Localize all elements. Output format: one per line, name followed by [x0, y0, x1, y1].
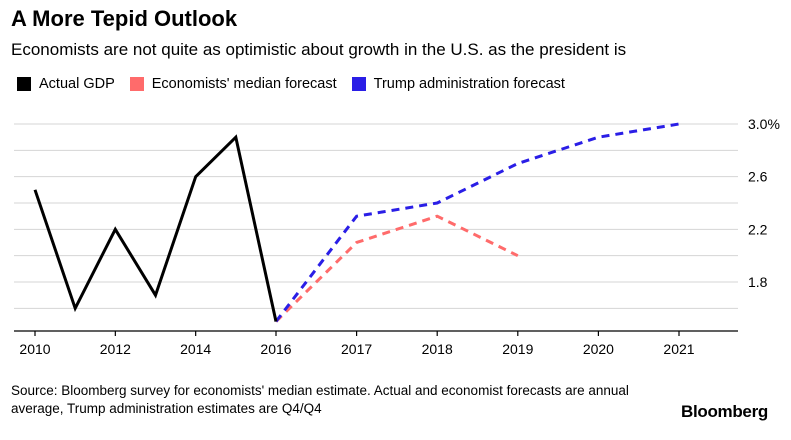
x-tick-label: 2010	[19, 341, 50, 357]
legend-label-economists-forecast: Economists' median forecast	[151, 76, 337, 92]
x-tick-label: 2019	[502, 341, 533, 357]
legend-item-trump-forecast: Trump administration forecast	[351, 76, 565, 92]
x-tick-label: 2018	[422, 341, 453, 357]
legend-label-trump-forecast: Trump administration forecast	[373, 76, 565, 92]
y-tick-label: 3.0%	[748, 116, 780, 132]
x-tick-label: 2016	[260, 341, 291, 357]
legend-swatch-actual-gdp	[17, 77, 31, 91]
x-tick-label: 2017	[341, 341, 372, 357]
x-tick-label: 2014	[180, 341, 211, 357]
source-note: Source: Bloomberg survey for economists'…	[11, 383, 629, 416]
x-tick-label: 2012	[100, 341, 131, 357]
y-tick-label: 2.6	[748, 169, 768, 185]
x-tick-label: 2021	[663, 341, 694, 357]
legend-item-economists-forecast: Economists' median forecast	[129, 76, 337, 92]
x-tick-label: 2020	[583, 341, 614, 357]
legend-swatch-trump-forecast	[351, 77, 366, 91]
legend-label-actual-gdp: Actual GDP	[39, 76, 115, 92]
chart-legend: Actual GDP Economists' median forecast T…	[17, 76, 580, 92]
chart-title: A More Tepid Outlook	[11, 6, 238, 31]
series-line-economists-forecast	[274, 214, 519, 323]
series-line-actual-gdp	[33, 134, 278, 322]
series-line-trump-forecast	[274, 122, 680, 323]
chart-subtitle: Economists are not quite as optimistic a…	[11, 40, 627, 59]
y-tick-label: 2.2	[748, 221, 768, 237]
y-tick-label: 1.8	[748, 274, 768, 290]
legend-item-actual-gdp: Actual GDP	[17, 76, 115, 92]
legend-swatch-economists-forecast	[129, 77, 144, 91]
bloomberg-logo: Bloomberg	[680, 402, 768, 421]
